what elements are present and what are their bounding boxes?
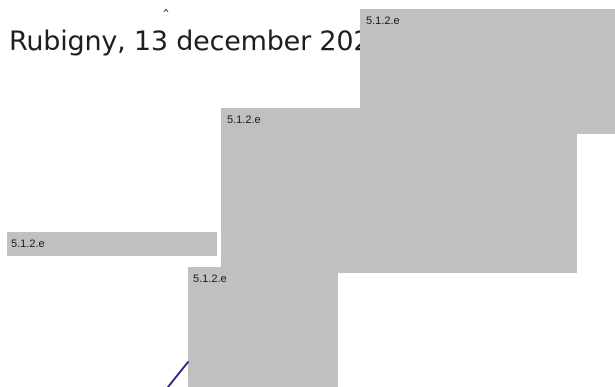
date-line: Rubigny, 13 december 2020	[9, 26, 388, 57]
redaction-block-middle	[221, 108, 577, 273]
redaction-block-bottom	[188, 267, 338, 387]
redaction-label: 5.1.2.e	[366, 15, 400, 27]
handwritten-caret-mark: ˆ	[162, 7, 170, 26]
redaction-label: 5.1.2.e	[227, 114, 261, 126]
redaction-block-left-strip	[7, 232, 217, 256]
redaction-label: 5.1.2.e	[193, 273, 227, 285]
redaction-label: 5.1.2.e	[11, 238, 45, 250]
